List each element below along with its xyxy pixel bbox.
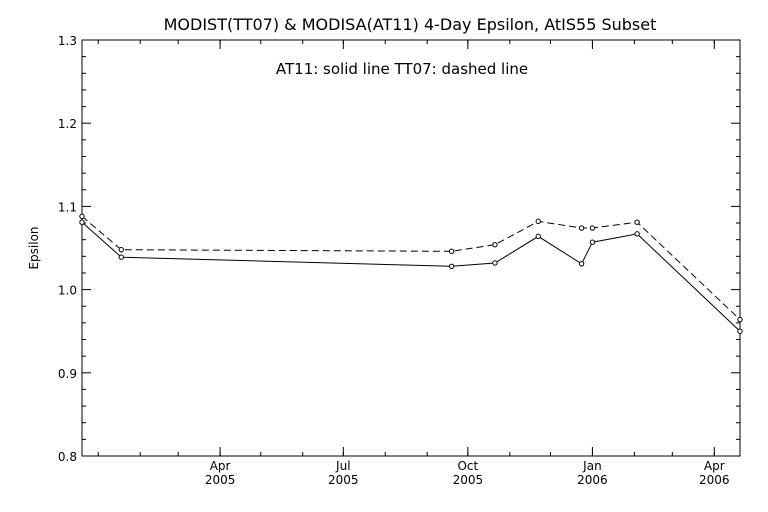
series-group [79, 213, 743, 334]
y-tick-label: 0.9 [58, 367, 77, 381]
x-tick-label-year: 2005 [205, 473, 236, 487]
point-at11 [578, 261, 585, 267]
y-tick-label: 1.1 [58, 200, 77, 214]
chart-title: MODIST(TT07) & MODISA(AT11) 4-Day Epsilo… [164, 15, 657, 34]
point-at11 [492, 260, 498, 266]
y-tick-label: 0.8 [58, 450, 77, 464]
x-tick-label-month: Jan [582, 459, 602, 473]
point-tt07 [589, 225, 596, 231]
y-tick-label: 1.3 [58, 34, 77, 48]
point-tt07 [634, 219, 640, 225]
point-at11 [589, 239, 596, 245]
point-tt07 [448, 248, 455, 255]
point-at11 [448, 263, 455, 270]
x-tick-label-month: Apr [704, 459, 725, 473]
point-at11 [535, 233, 541, 240]
point-tt07 [737, 316, 743, 323]
y-tick-label: 1.2 [58, 117, 77, 131]
y-axis-label: Epsilon [27, 226, 41, 269]
point-at11 [737, 328, 743, 334]
axes: 0.80.91.01.11.21.3Apr2005Jul2005Oct2005J… [58, 34, 740, 487]
point-at11 [79, 219, 85, 225]
point-tt07 [578, 225, 585, 231]
x-tick-label-year: 2005 [328, 473, 359, 487]
x-tick-label-year: 2006 [577, 473, 608, 487]
x-tick-label-month: Jul [335, 459, 350, 473]
plot-frame [81, 39, 741, 457]
chart-annotation: AT11: solid line TT07: dashed line [276, 60, 528, 78]
point-tt07 [492, 241, 498, 248]
series-line-at11 [81, 221, 741, 332]
y-tick-label: 1.0 [58, 284, 77, 298]
x-tick-label-month: Oct [457, 459, 478, 473]
x-tick-label-month: Apr [210, 459, 231, 473]
point-tt07 [79, 213, 85, 220]
series-line-tt07 [81, 216, 741, 320]
point-at11 [118, 254, 124, 260]
point-tt07 [535, 218, 541, 225]
x-tick-label-year: 2005 [453, 473, 484, 487]
point-at11 [634, 231, 640, 237]
point-tt07 [118, 246, 124, 253]
x-tick-label-year: 2006 [699, 473, 730, 487]
